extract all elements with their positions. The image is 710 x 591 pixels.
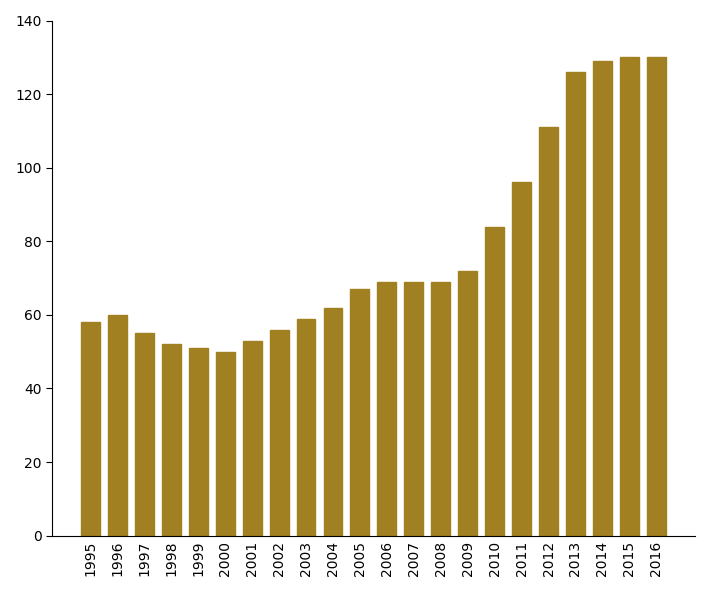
Bar [485, 226, 504, 535]
Bar [216, 352, 234, 535]
Bar [351, 289, 369, 535]
Bar [324, 307, 342, 535]
Bar [620, 57, 639, 535]
Bar [539, 127, 558, 535]
Bar [81, 322, 100, 535]
Bar [432, 282, 450, 535]
Bar [189, 348, 208, 535]
Bar [458, 271, 477, 535]
Bar [297, 319, 315, 535]
Bar [378, 282, 396, 535]
Bar [647, 57, 666, 535]
Bar [512, 183, 531, 535]
Bar [593, 61, 612, 535]
Bar [270, 330, 288, 535]
Bar [162, 345, 181, 535]
Bar [405, 282, 423, 535]
Bar [243, 340, 261, 535]
Bar [108, 315, 127, 535]
Bar [135, 333, 154, 535]
Bar [566, 72, 585, 535]
